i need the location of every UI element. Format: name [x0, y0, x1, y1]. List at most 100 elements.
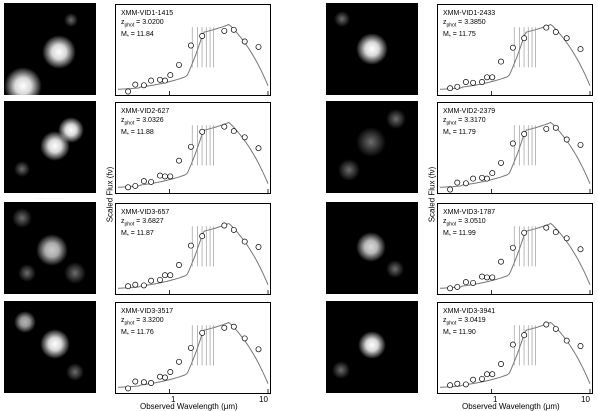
photometry-point	[187, 242, 194, 249]
sed-panel: XMM-VID3-1787 zphot = 3.0510 M* = 11.99	[437, 203, 593, 295]
photometry-point	[162, 77, 168, 84]
photometry-point	[509, 140, 516, 147]
photometry-point	[543, 24, 550, 31]
photometry-point	[470, 376, 477, 383]
photometry-point	[447, 382, 454, 389]
panel-label: XMM-VID3-3517 zphot = 3.3200 M* = 11.76	[121, 307, 173, 341]
photometry-point	[498, 361, 504, 367]
y-axis-label: Scaled Flux (fν)	[427, 166, 437, 223]
photometry-point	[132, 378, 139, 385]
photometry-point	[543, 321, 550, 328]
photometry-point	[221, 324, 228, 331]
photometry-point	[148, 77, 155, 84]
photometry-point	[157, 76, 163, 83]
sed-panel: XMM-VID2-627 zphot = 3.0326 M* = 11.88	[115, 102, 271, 194]
photometry-point	[132, 182, 139, 189]
photometry-point	[230, 128, 237, 135]
sed-panel: XMM-VID3-657 zphot = 3.6827 M* = 11.87	[115, 203, 271, 295]
panel-label: XMM-VID2-2379 zphot = 3.3170 M* = 11.79	[443, 107, 495, 141]
photometry-point	[187, 42, 194, 49]
photometry-point	[462, 180, 469, 187]
photometry-point	[521, 35, 528, 42]
photometry-point	[132, 281, 139, 288]
photometry-point	[255, 346, 262, 353]
photometry-point	[552, 124, 559, 131]
photometry-point	[241, 335, 248, 342]
thumbnail-image	[326, 202, 418, 294]
x-tick-label: 1	[493, 395, 498, 404]
thumbnail-image	[326, 301, 418, 393]
photometry-point	[157, 373, 163, 380]
source-id: XMM-VID3-1787	[443, 209, 496, 216]
sed-plot	[439, 321, 591, 393]
photometry-point	[176, 157, 182, 164]
photometry-point	[543, 125, 550, 132]
zphot-label: zphot = 3.0419	[443, 317, 486, 327]
photometry-point	[148, 277, 155, 284]
photometry-point	[489, 170, 496, 177]
photometry-point	[125, 385, 132, 392]
source-id: XMM-VID2-2379	[443, 108, 496, 115]
photometry-point	[140, 379, 147, 386]
photometry-point	[447, 186, 454, 193]
photometry-point	[162, 272, 168, 279]
photometry-point	[470, 279, 477, 286]
photometry-point	[577, 343, 584, 349]
mass-label: M* = 11.75	[443, 31, 476, 41]
photometry-point	[521, 229, 528, 236]
photometry-point	[199, 128, 206, 135]
photometry-point	[187, 143, 194, 150]
photometry-point	[484, 274, 490, 281]
photometry-point	[148, 178, 155, 185]
photometry-point	[470, 79, 477, 86]
photometry-point	[199, 329, 206, 336]
photometry-point	[577, 46, 584, 53]
photometry-point	[221, 27, 228, 34]
photometry-point	[221, 222, 228, 229]
photometry-point	[563, 235, 570, 242]
photometry-point	[255, 244, 262, 250]
photometry-point	[479, 273, 485, 280]
photometry-point	[577, 141, 584, 148]
photometry-point	[552, 29, 559, 35]
photometry-point	[162, 374, 168, 381]
photometry-point	[462, 279, 469, 286]
photometry-point	[454, 380, 461, 387]
photometry-point	[176, 61, 182, 68]
sed-plot	[117, 321, 269, 393]
photometry-point	[489, 274, 496, 281]
photometry-point	[125, 88, 132, 95]
photometry-point	[162, 173, 168, 180]
sed-panel: XMM-VID1-1415 zphot = 3.0200 M* = 11.84	[115, 4, 271, 96]
photometry-point	[563, 35, 570, 42]
source-id: XMM-VID1-2433	[443, 10, 496, 17]
x-tick-label: 1	[171, 395, 176, 404]
mass-label: M* = 11.88	[121, 129, 154, 139]
mass-label: M* = 11.84	[121, 31, 154, 41]
photometry-point	[176, 358, 182, 365]
photometry-point	[140, 282, 147, 289]
zphot-label: zphot = 3.3200	[121, 317, 164, 327]
photometry-point	[241, 38, 248, 45]
photometry-point	[509, 341, 516, 348]
thumbnail-image	[4, 3, 96, 95]
panel-label: XMM-VID2-627 zphot = 3.0326 M* = 11.88	[121, 107, 169, 141]
photometry-point	[230, 226, 237, 233]
zphot-label: zphot = 3.3850	[443, 19, 486, 29]
mass-label: M* = 11.90	[443, 329, 476, 339]
panel-label: XMM-VID3-657 zphot = 3.6827 M* = 11.87	[121, 208, 169, 242]
source-id: XMM-VID3-3941	[443, 308, 496, 315]
photometry-point	[157, 172, 163, 179]
photometry-point	[125, 283, 132, 290]
photometry-point	[447, 85, 454, 92]
zphot-label: zphot = 3.0200	[121, 19, 164, 29]
thumbnail-image	[4, 202, 96, 294]
mass-label: M* = 11.79	[443, 129, 476, 139]
photometry-point	[454, 179, 461, 186]
photometry-point	[176, 262, 182, 268]
sed-plot	[439, 23, 591, 95]
photometry-point	[125, 184, 132, 191]
sed-panel: XMM-VID3-3517 zphot = 3.3200 M* = 11.76	[115, 302, 271, 394]
source-id: XMM-VID2-627	[121, 108, 170, 115]
